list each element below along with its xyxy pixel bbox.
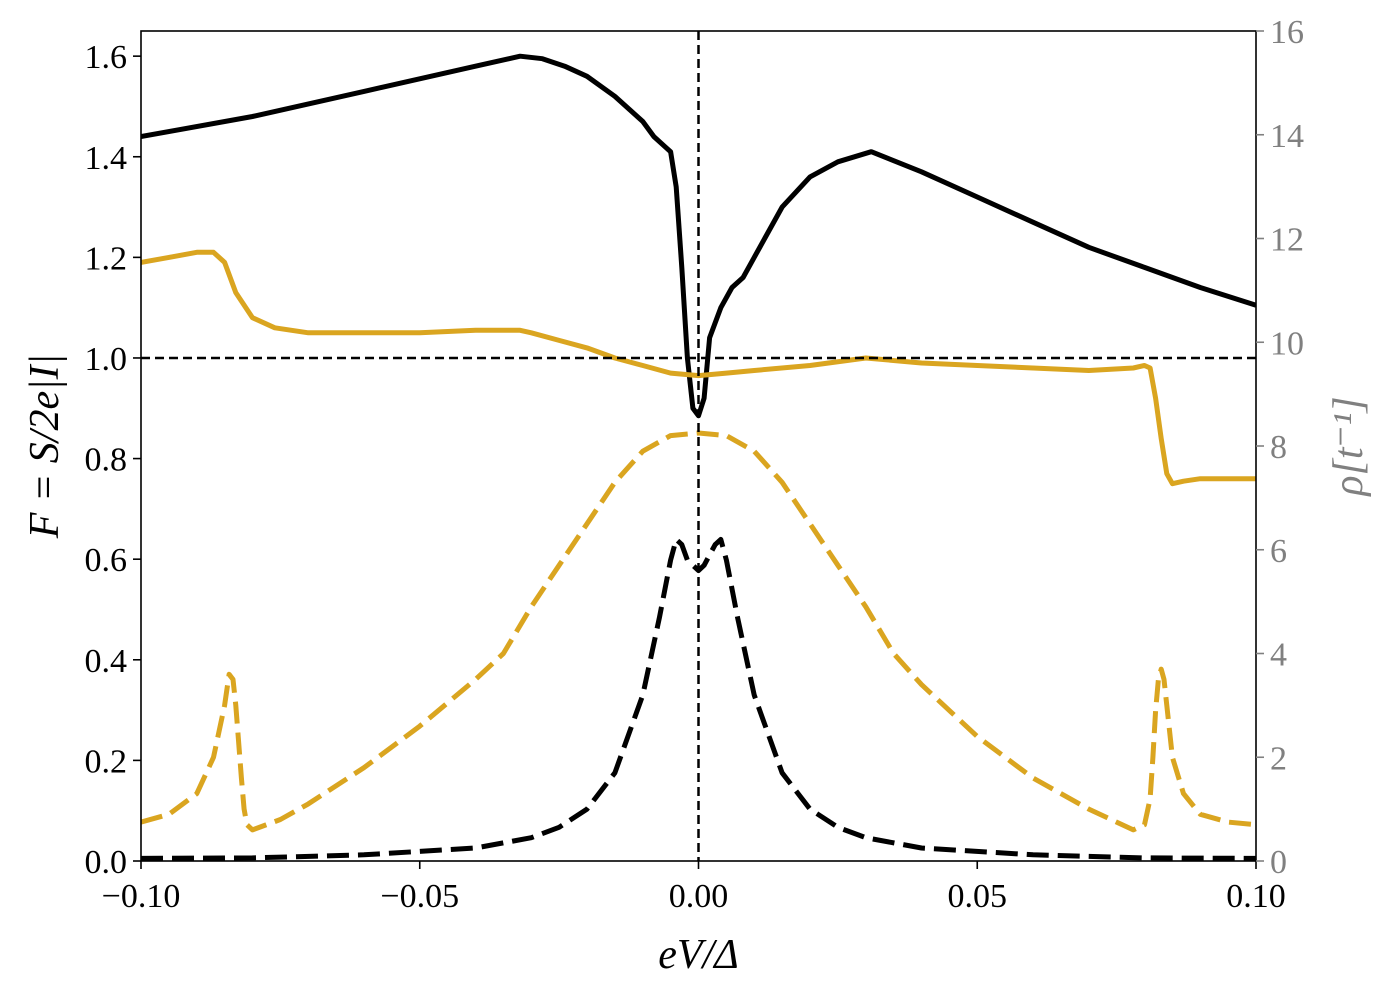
x-tick-label: 0.05 bbox=[948, 878, 1008, 915]
x-axis-label: eV/Δ bbox=[658, 932, 739, 978]
x-axis-ticks: −0.10 −0.05 0.00 0.05 0.10 bbox=[102, 861, 1286, 915]
left-y-tick-label: 0.0 bbox=[85, 844, 128, 881]
right-y-tick-label: 16 bbox=[1270, 14, 1304, 51]
series-line-3 bbox=[141, 430, 1256, 833]
right-y-axis-label: ρ[t⁻¹] bbox=[1326, 396, 1372, 497]
left-y-tick-label: 0.4 bbox=[85, 643, 128, 680]
left-y-tick-label: 1.4 bbox=[85, 140, 128, 177]
x-tick-label: −0.05 bbox=[380, 878, 459, 915]
left-y-tick-label: 0.6 bbox=[85, 542, 128, 579]
series-line-1 bbox=[141, 53, 1256, 419]
right-y-axis-ticks: 0 2 4 6 8 10 12 14 16 bbox=[1256, 14, 1304, 881]
right-y-tick-label: 4 bbox=[1270, 637, 1287, 674]
right-y-tick-label: 12 bbox=[1270, 222, 1304, 259]
right-y-tick-label: 14 bbox=[1270, 118, 1304, 155]
left-y-axis-ticks: 0.0 0.2 0.4 0.6 0.8 1.0 1.2 1.4 1.6 bbox=[85, 39, 141, 881]
left-y-tick-label: 0.2 bbox=[85, 743, 128, 780]
x-tick-label: 0.00 bbox=[669, 878, 729, 915]
right-y-tick-label: 2 bbox=[1270, 740, 1287, 777]
left-y-tick-label: 1.0 bbox=[85, 341, 128, 378]
right-y-tick-label: 10 bbox=[1270, 325, 1304, 362]
right-y-tick-label: 6 bbox=[1270, 533, 1287, 570]
x-tick-label: −0.10 bbox=[102, 878, 181, 915]
left-y-tick-label: 1.6 bbox=[85, 39, 128, 76]
right-y-tick-label: 0 bbox=[1270, 844, 1287, 881]
left-y-tick-label: 0.8 bbox=[85, 442, 128, 479]
right-y-tick-label: 8 bbox=[1270, 429, 1287, 466]
left-y-tick-label: 1.2 bbox=[85, 240, 128, 277]
x-tick-label: 0.10 bbox=[1226, 878, 1286, 915]
left-y-axis-label: F = S/2e|I| bbox=[22, 354, 68, 539]
series-line-2 bbox=[141, 249, 1256, 487]
reference-lines bbox=[141, 31, 1256, 861]
